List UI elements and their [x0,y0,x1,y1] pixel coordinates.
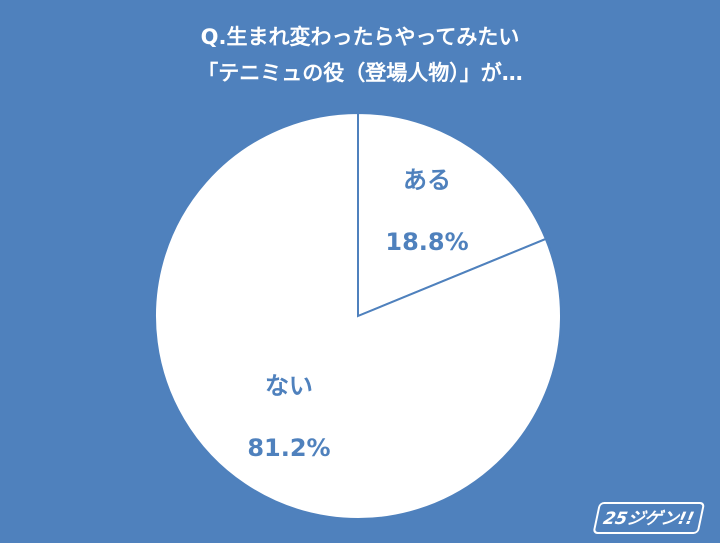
chart-title: Q.生まれ変わったらやってみたい [201,25,520,49]
slice-label: ない [265,372,313,400]
chart-subtitle: 「テニミュの役（登場人物）」が… [197,61,523,85]
pie-slice [154,111,562,520]
logo: 25ジゲン!! [593,502,705,534]
pie-slice [357,111,548,318]
value-label: 18.8% [385,228,468,256]
logo-text: 25ジゲン!! [601,509,695,529]
value-label: 81.2% [247,434,330,462]
slice-label: ある [403,166,451,194]
logo-frame [593,502,705,534]
